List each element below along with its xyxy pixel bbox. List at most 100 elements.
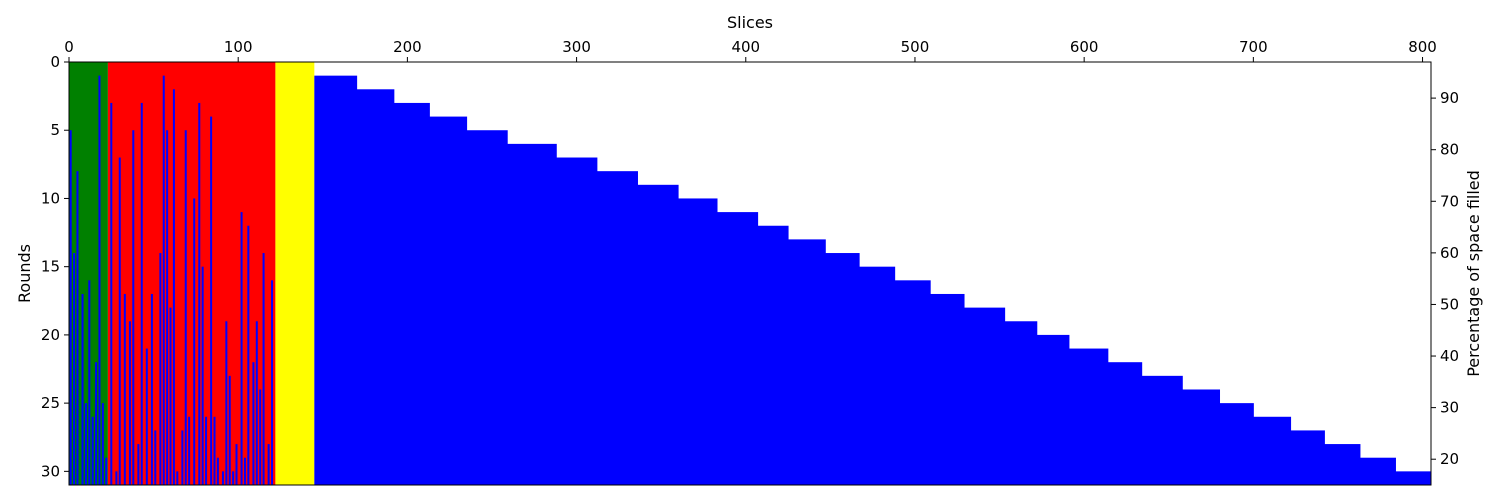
- spike-bar: [181, 430, 184, 485]
- y2-tick-label: 30: [1440, 399, 1459, 417]
- spike-bar: [271, 280, 274, 485]
- x-tick-label: 100: [224, 38, 253, 56]
- staircase-step: [859, 266, 896, 485]
- x-tick-label: 0: [64, 38, 74, 56]
- plot-area: [69, 62, 1432, 486]
- x-tick-label: 500: [901, 38, 930, 56]
- y-tick-label: 15: [41, 258, 60, 276]
- plot-frame: [68, 61, 1432, 486]
- spike-bar: [201, 266, 204, 485]
- spike-bar: [188, 416, 191, 485]
- spike-bar: [176, 471, 179, 485]
- spike-bar: [154, 430, 157, 485]
- spike-bar: [225, 321, 228, 485]
- spike-bar: [140, 102, 143, 485]
- y2-tick-label: 60: [1440, 244, 1459, 262]
- y-tick-label: 30: [41, 462, 60, 480]
- y-axis-right: 20 30 40 50 60 70 80 90: [1431, 89, 1459, 468]
- spike-bar: [198, 102, 201, 485]
- staircase-step: [1004, 321, 1038, 485]
- x-tick-label: 400: [731, 38, 760, 56]
- staircase-step: [1036, 334, 1070, 485]
- x-axis-top: 0 100 200 300 400 500 600 700 800: [64, 38, 1437, 62]
- staircase-step: [930, 293, 965, 485]
- spike-bar: [172, 89, 175, 486]
- staircase-step: [556, 157, 598, 486]
- spike-bar: [243, 457, 246, 485]
- staircase-step: [825, 253, 860, 485]
- spike-bar: [150, 293, 153, 485]
- spike-bar: [110, 102, 113, 485]
- spike-bar: [240, 212, 243, 485]
- y-tick-label: 0: [50, 53, 60, 71]
- spike-bar: [159, 253, 162, 485]
- staircase-step: [1219, 403, 1254, 485]
- staircase-step: [356, 89, 395, 486]
- x-tick-label: 200: [393, 38, 422, 56]
- x-tick-label: 800: [1408, 38, 1437, 56]
- spike-bar: [169, 307, 172, 485]
- staircase-step: [717, 212, 759, 485]
- staircase-step: [393, 102, 430, 485]
- spike-bar: [221, 471, 224, 485]
- x-tick-label: 600: [1070, 38, 1099, 56]
- spike-bar: [267, 444, 270, 485]
- y2-tick-label: 50: [1440, 295, 1459, 313]
- spike-bar: [232, 471, 235, 485]
- spike-bar: [76, 171, 79, 485]
- spike-bar: [101, 403, 104, 485]
- spike-bar: [118, 157, 121, 486]
- y2-tick-label: 80: [1440, 141, 1459, 159]
- region-yellow: [275, 62, 315, 485]
- y2-tick-label: 70: [1440, 192, 1459, 210]
- staircase-step: [1395, 471, 1432, 485]
- y2-tick-label: 40: [1440, 347, 1459, 365]
- spike-bar: [95, 362, 98, 485]
- spike-bar: [228, 375, 231, 485]
- spike-bar: [166, 130, 169, 485]
- spike-bar: [259, 389, 262, 485]
- y2-axis-title: Percentage of space filled: [1464, 170, 1483, 377]
- staircase-step: [637, 184, 679, 485]
- staircase-step: [466, 130, 508, 485]
- spike-bar: [128, 321, 131, 485]
- spike-bar: [216, 457, 219, 485]
- spike-bar: [105, 457, 108, 485]
- spike-bar: [184, 130, 187, 485]
- spike-bar: [88, 280, 91, 485]
- staircase-step: [1182, 389, 1221, 485]
- staircase-step: [1141, 375, 1183, 485]
- staircase-step: [1359, 457, 1396, 485]
- staircase-step: [1290, 430, 1325, 485]
- spike-bar: [255, 321, 258, 485]
- staircase-step: [757, 225, 789, 485]
- staircase-step: [507, 143, 557, 485]
- staircase-step: [1068, 348, 1109, 485]
- staircase-step: [1253, 416, 1292, 485]
- staircase-step: [429, 116, 468, 486]
- spike-bar: [262, 253, 265, 485]
- staircase-step: [964, 307, 1006, 485]
- spike-bar: [145, 348, 148, 485]
- y-axis-left: 0 5 10 15 20 25 30: [41, 53, 69, 480]
- spike-bar: [247, 225, 250, 485]
- staircase-step: [678, 198, 718, 486]
- spike-bar: [210, 116, 213, 486]
- spike-bar: [235, 444, 238, 485]
- spike-bar: [98, 75, 101, 485]
- spike-bar: [132, 130, 135, 485]
- spike-bar: [162, 75, 165, 485]
- staircase-step: [894, 280, 931, 485]
- spike-bar: [193, 198, 196, 486]
- y2-tick-label: 90: [1440, 89, 1459, 107]
- spike-bar: [252, 362, 255, 485]
- y-tick-label: 25: [41, 394, 60, 412]
- y-axis-title: Rounds: [15, 244, 34, 303]
- staircase-step: [1324, 444, 1361, 485]
- y-tick-label: 20: [41, 326, 60, 344]
- spike-bar: [81, 293, 84, 485]
- staircase-step: [788, 239, 826, 485]
- spike-bar: [205, 416, 208, 485]
- spike-bar: [84, 403, 87, 485]
